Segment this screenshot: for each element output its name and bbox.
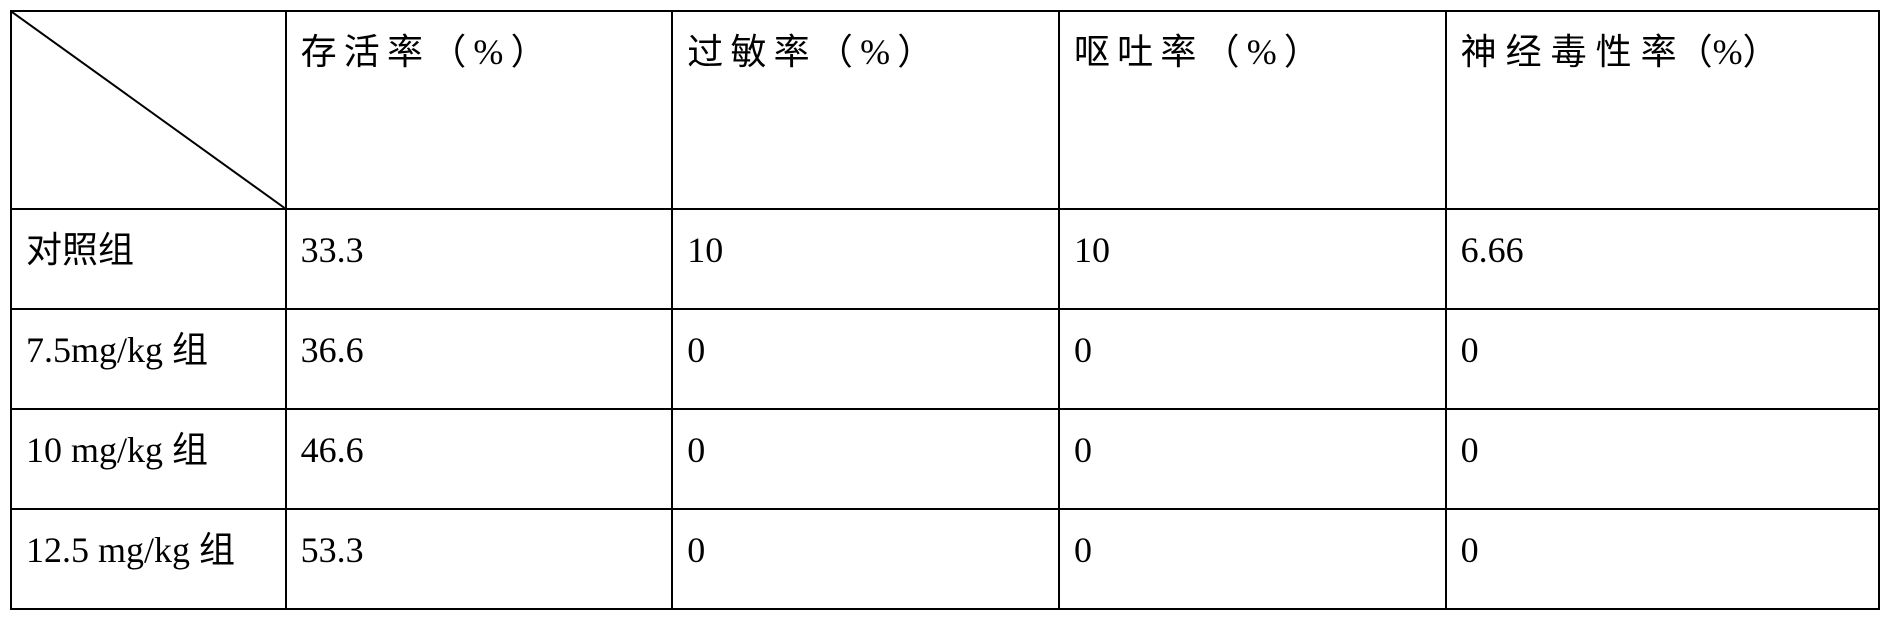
row-label-cell: 12.5 mg/kg 组 <box>11 509 286 609</box>
cell-value: 0 <box>1074 430 1092 470</box>
header-label: 神 经 毒 性 率（%） <box>1461 32 1779 72</box>
data-cell: 0 <box>672 409 1059 509</box>
col-header-neurotoxicity: 神 经 毒 性 率（%） <box>1446 11 1879 209</box>
cell-value: 46.6 <box>301 430 364 470</box>
table-row: 对照组 33.3 10 10 6.66 <box>11 209 1879 309</box>
table-row: 10 mg/kg 组 46.6 0 0 0 <box>11 409 1879 509</box>
cell-value: 0 <box>1461 330 1479 370</box>
cell-value: 0 <box>687 430 705 470</box>
diagonal-header-cell <box>11 11 286 209</box>
data-cell: 10 <box>672 209 1059 309</box>
header-label: 呕吐率（%） <box>1074 32 1327 72</box>
row-label: 对照组 <box>26 230 134 270</box>
row-label: 10 mg/kg 组 <box>26 430 208 470</box>
data-cell: 0 <box>1446 509 1879 609</box>
header-label: 存活率（%） <box>301 32 554 72</box>
cell-value: 6.66 <box>1461 230 1524 270</box>
cell-value: 0 <box>1461 530 1479 570</box>
cell-value: 10 <box>1074 230 1110 270</box>
col-header-vomiting: 呕吐率（%） <box>1059 11 1446 209</box>
cell-value: 0 <box>687 530 705 570</box>
table-row: 12.5 mg/kg 组 53.3 0 0 0 <box>11 509 1879 609</box>
experiment-results-table: 存活率（%） 过敏率（%） 呕吐率（%） 神 经 毒 性 率（%） 对照组 33… <box>10 10 1880 610</box>
cell-value: 36.6 <box>301 330 364 370</box>
data-cell: 0 <box>1059 409 1446 509</box>
data-cell: 36.6 <box>286 309 673 409</box>
data-cell: 0 <box>1446 409 1879 509</box>
row-label-cell: 10 mg/kg 组 <box>11 409 286 509</box>
data-cell: 6.66 <box>1446 209 1879 309</box>
data-cell: 33.3 <box>286 209 673 309</box>
cell-value: 33.3 <box>301 230 364 270</box>
data-cell: 53.3 <box>286 509 673 609</box>
table-header-row: 存活率（%） 过敏率（%） 呕吐率（%） 神 经 毒 性 率（%） <box>11 11 1879 209</box>
data-cell: 46.6 <box>286 409 673 509</box>
data-cell: 10 <box>1059 209 1446 309</box>
data-cell: 0 <box>1059 309 1446 409</box>
data-cell: 0 <box>672 309 1059 409</box>
row-label: 7.5mg/kg 组 <box>26 330 208 370</box>
data-cell: 0 <box>672 509 1059 609</box>
cell-value: 0 <box>687 330 705 370</box>
table-row: 7.5mg/kg 组 36.6 0 0 0 <box>11 309 1879 409</box>
cell-value: 0 <box>1461 430 1479 470</box>
diagonal-line-icon <box>12 12 285 208</box>
cell-value: 0 <box>1074 530 1092 570</box>
data-cell: 0 <box>1446 309 1879 409</box>
data-cell: 0 <box>1059 509 1446 609</box>
data-table-container: 存活率（%） 过敏率（%） 呕吐率（%） 神 经 毒 性 率（%） 对照组 33… <box>10 10 1880 610</box>
col-header-survival: 存活率（%） <box>286 11 673 209</box>
cell-value: 0 <box>1074 330 1092 370</box>
col-header-allergy: 过敏率（%） <box>672 11 1059 209</box>
header-label: 过敏率（%） <box>687 32 940 72</box>
cell-value: 10 <box>687 230 723 270</box>
row-label: 12.5 mg/kg 组 <box>26 530 235 570</box>
cell-value: 53.3 <box>301 530 364 570</box>
row-label-cell: 对照组 <box>11 209 286 309</box>
row-label-cell: 7.5mg/kg 组 <box>11 309 286 409</box>
